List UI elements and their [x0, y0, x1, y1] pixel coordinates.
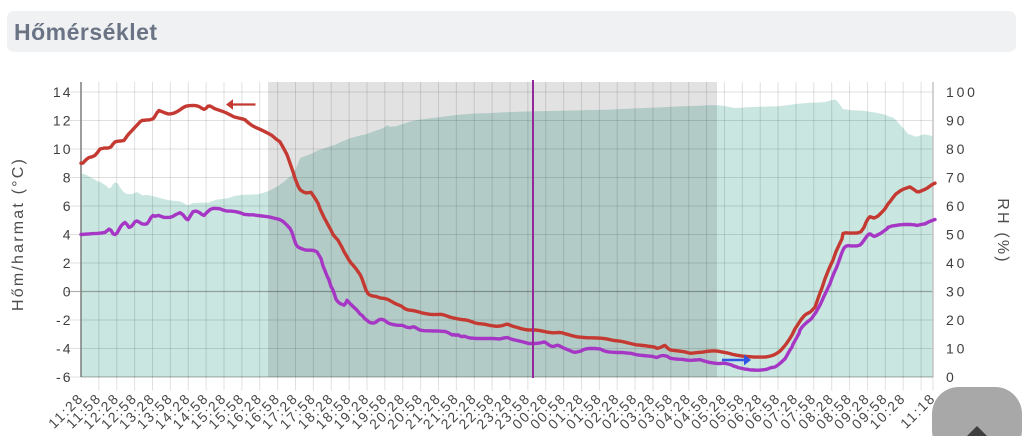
svg-text:-2: -2	[56, 312, 72, 328]
svg-text:10: 10	[53, 141, 73, 157]
svg-text:2: 2	[63, 255, 73, 271]
svg-text:-4: -4	[56, 341, 72, 357]
svg-text:50: 50	[946, 227, 967, 243]
svg-text:-6: -6	[56, 369, 72, 385]
svg-text:6: 6	[63, 198, 73, 214]
svg-text:100: 100	[946, 84, 978, 100]
svg-text:70: 70	[946, 170, 967, 186]
svg-text:40: 40	[946, 255, 967, 271]
svg-text:20: 20	[946, 312, 967, 328]
svg-text:0: 0	[946, 369, 957, 385]
svg-text:60: 60	[946, 198, 967, 214]
svg-text:Hőmérséklet: Hőmérséklet	[14, 19, 158, 45]
svg-text:30: 30	[946, 284, 967, 300]
svg-text:8: 8	[63, 170, 73, 186]
svg-text:RH (%): RH (%)	[994, 198, 1011, 264]
svg-text:12: 12	[53, 113, 73, 129]
svg-text:0: 0	[63, 284, 73, 300]
svg-text:10: 10	[946, 341, 967, 357]
svg-text:4: 4	[63, 227, 73, 243]
svg-text:80: 80	[946, 141, 967, 157]
svg-text:14: 14	[53, 84, 73, 100]
svg-text:90: 90	[946, 113, 967, 129]
svg-text:Hőm/harmat (°C): Hőm/harmat (°C)	[10, 157, 27, 311]
